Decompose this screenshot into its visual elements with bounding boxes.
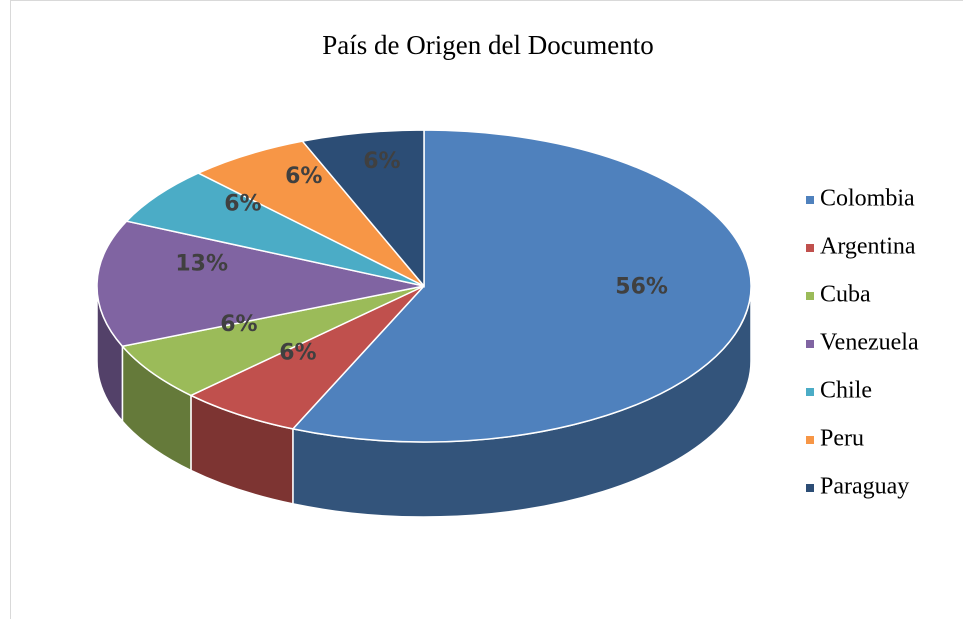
legend-label: Paraguay [820,474,909,500]
legend-label: Peru [820,426,864,452]
data-label: 6% [224,191,261,216]
pie-slice [120,285,425,397]
pie-slice [125,172,425,287]
pie-slice [301,129,425,289]
legend-label: Venezuela [820,330,919,356]
data-label: 6% [220,312,257,337]
data-label: 13% [175,251,228,276]
pie-slice [189,285,425,430]
legend-swatch [806,436,814,444]
data-label: 6% [279,340,316,365]
legend-label: Colombia [820,186,915,212]
pie-slice [196,140,425,287]
legend-swatch [806,340,814,348]
chart-title: País de Origen del Documento [322,30,653,60]
legend-swatch [806,292,814,300]
pie-slice [291,129,752,443]
legend-swatch [806,388,814,396]
legend-swatch [806,244,814,252]
pie-slice [96,220,425,348]
legend-swatch [806,484,814,492]
data-label: 56% [615,275,668,300]
legend-label: Chile [820,378,872,404]
legend-label: Cuba [820,282,871,308]
legend-swatch [806,196,814,204]
data-label: 6% [285,164,322,189]
legend-label: Argentina [820,234,916,260]
data-label: 6% [363,149,400,174]
